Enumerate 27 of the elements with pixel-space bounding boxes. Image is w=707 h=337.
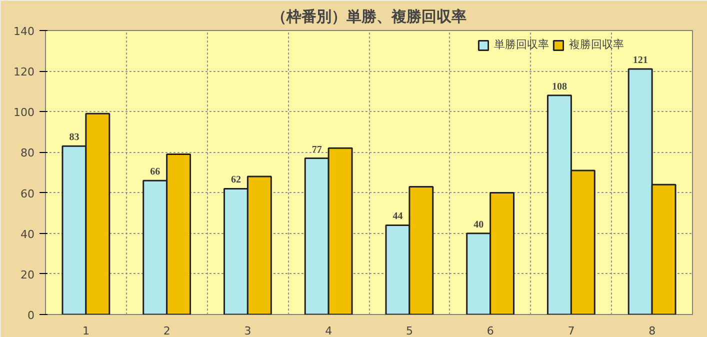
legend-label: 単勝回収率 bbox=[494, 37, 549, 52]
legend-label: 複勝回収率 bbox=[569, 37, 624, 52]
data-label: 108 bbox=[552, 81, 567, 92]
x-tick-label: 3 bbox=[244, 324, 252, 337]
x-tick-label: 6 bbox=[486, 324, 494, 337]
y-tick-label: 0 bbox=[28, 309, 34, 322]
x-tick-label: 2 bbox=[163, 324, 170, 337]
data-label: 66 bbox=[150, 166, 160, 178]
y-tick-label: 40 bbox=[20, 228, 35, 241]
data-label: 44 bbox=[392, 211, 403, 222]
y-tick-label: 60 bbox=[20, 187, 35, 200]
y-tick-label: 80 bbox=[20, 146, 35, 160]
x-tick-label: 7 bbox=[568, 324, 575, 337]
chart-title: （枠番別）単勝、複勝回収率 bbox=[272, 8, 466, 26]
y-tick-label: 20 bbox=[20, 268, 35, 282]
y-tick-label: 120 bbox=[14, 66, 35, 79]
data-label: 77 bbox=[312, 144, 322, 156]
x-tick-label: 1 bbox=[82, 324, 90, 337]
x-tick-label: 5 bbox=[406, 324, 413, 337]
x-tick-label: 4 bbox=[325, 324, 332, 337]
data-label: 83 bbox=[69, 132, 80, 144]
data-label: 40 bbox=[474, 219, 484, 230]
data-label: 121 bbox=[632, 55, 648, 66]
y-tick-label: 140 bbox=[14, 25, 35, 38]
x-tick-label: 8 bbox=[648, 324, 656, 337]
data-label: 62 bbox=[230, 174, 241, 186]
y-tick-label: 100 bbox=[14, 106, 35, 120]
